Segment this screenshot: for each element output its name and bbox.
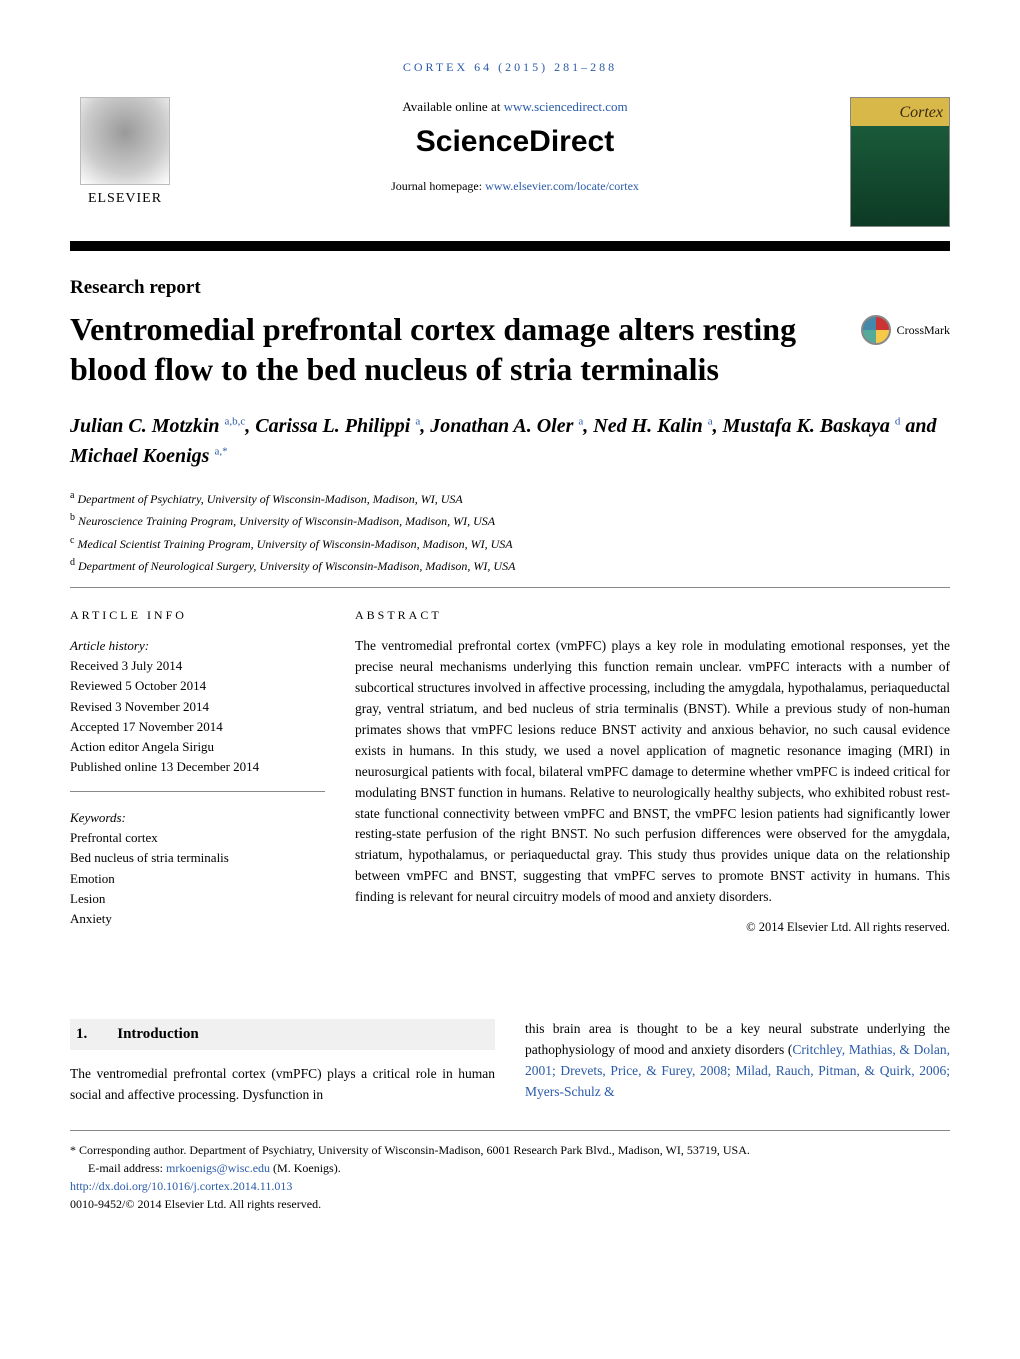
keyword-item: Emotion <box>70 869 325 889</box>
section-heading: 1. Introduction <box>70 1019 495 1050</box>
footnotes: * Corresponding author. Department of Ps… <box>70 1130 950 1213</box>
article-info: ARTICLE INFO Article history: Received 3… <box>70 606 325 959</box>
abstract-text: The ventromedial prefrontal cortex (vmPF… <box>355 636 950 908</box>
body-columns: 1. Introduction The ventromedial prefron… <box>70 1019 950 1106</box>
author-aff-sup[interactable]: a,b,c <box>225 415 246 427</box>
cover-title: Cortex <box>899 104 943 122</box>
author-name: , Mustafa K. Baskaya <box>713 415 895 437</box>
history-item: Action editor Angela Sirigu <box>70 737 325 757</box>
abstract: ABSTRACT The ventromedial prefrontal cor… <box>355 606 950 959</box>
journal-cover: Cortex <box>850 97 950 227</box>
sciencedirect-logo: ScienceDirect <box>198 125 832 159</box>
email-label: E-mail address: <box>88 1161 166 1175</box>
affiliation-item: Neuroscience Training Program, Universit… <box>78 514 495 528</box>
body-paragraph: this brain area is thought to be a key n… <box>525 1019 950 1103</box>
section-number: 1. <box>76 1023 87 1046</box>
keyword-item: Bed nucleus of stria terminalis <box>70 848 325 868</box>
abstract-label: ABSTRACT <box>355 606 950 625</box>
author-name: , Jonathan A. Oler <box>420 415 578 437</box>
crossmark-label: CrossMark <box>897 323 950 338</box>
elsevier-tree-icon <box>80 97 170 185</box>
abstract-copyright: © 2014 Elsevier Ltd. All rights reserved… <box>355 918 950 937</box>
email-suffix: (M. Koenigs). <box>270 1161 341 1175</box>
elsevier-wordmark: ELSEVIER <box>70 191 180 207</box>
history-item: Published online 13 December 2014 <box>70 757 325 777</box>
issn-copyright: 0010-9452/© 2014 Elsevier Ltd. All right… <box>70 1195 950 1213</box>
history-item: Reviewed 5 October 2014 <box>70 676 325 696</box>
article-info-label: ARTICLE INFO <box>70 606 325 625</box>
author-name: Julian C. Motzkin <box>70 415 225 437</box>
available-prefix: Available online at <box>402 99 503 114</box>
history-heading: Article history: <box>70 636 325 656</box>
affiliation-item: Medical Scientist Training Program, Univ… <box>77 537 512 551</box>
history-item: Revised 3 November 2014 <box>70 697 325 717</box>
history-item: Received 3 July 2014 <box>70 656 325 676</box>
affiliations: a Department of Psychiatry, University o… <box>70 487 950 577</box>
affiliation-item: Department of Neurological Surgery, Univ… <box>78 559 515 573</box>
journal-homepage: Journal homepage: www.elsevier.com/locat… <box>198 179 832 194</box>
author-name: , Carissa L. Philippi <box>245 415 415 437</box>
history-item: Accepted 17 November 2014 <box>70 717 325 737</box>
author-name: , Ned H. Kalin <box>583 415 707 437</box>
elsevier-logo-block: ELSEVIER <box>70 97 180 207</box>
journal-header: ELSEVIER Available online at www.science… <box>70 97 950 227</box>
keywords-heading: Keywords: <box>70 808 325 828</box>
homepage-url[interactable]: www.elsevier.com/locate/cortex <box>485 179 639 193</box>
corresponding-author: * Corresponding author. Department of Ps… <box>70 1141 950 1159</box>
affiliation-item: Department of Psychiatry, University of … <box>77 492 462 506</box>
author-list: Julian C. Motzkin a,b,c, Carissa L. Phil… <box>70 411 950 471</box>
body-paragraph: The ventromedial prefrontal cortex (vmPF… <box>70 1064 495 1106</box>
section-title: Introduction <box>117 1023 198 1046</box>
keyword-item: Lesion <box>70 889 325 909</box>
keyword-item: Prefrontal cortex <box>70 828 325 848</box>
doi-link[interactable]: http://dx.doi.org/10.1016/j.cortex.2014.… <box>70 1179 292 1193</box>
divider-thick <box>70 241 950 251</box>
homepage-prefix: Journal homepage: <box>391 179 485 193</box>
crossmark-icon <box>861 315 891 345</box>
author-aff-sup[interactable]: a,* <box>214 445 227 457</box>
article-title: Ventromedial prefrontal cortex damage al… <box>70 309 841 389</box>
keyword-item: Anxiety <box>70 909 325 929</box>
available-online: Available online at www.sciencedirect.co… <box>198 99 832 115</box>
email-link[interactable]: mrkoenigs@wisc.edu <box>166 1161 270 1175</box>
article-type: Research report <box>70 277 950 299</box>
running-head: CORTEX 64 (2015) 281–288 <box>70 60 950 75</box>
crossmark-badge[interactable]: CrossMark <box>861 309 950 345</box>
sciencedirect-url[interactable]: www.sciencedirect.com <box>504 99 628 114</box>
